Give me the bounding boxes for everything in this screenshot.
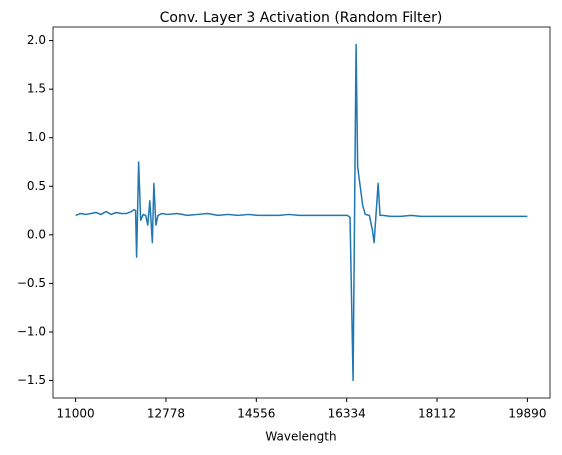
x-tick-label: 11000 (57, 407, 95, 421)
x-tick-label: 16334 (328, 407, 366, 421)
x-tick-label: 19890 (508, 407, 546, 421)
y-tick-label: 2.0 (27, 33, 46, 47)
data-line (75, 43, 528, 382)
y-tick-label: 0.5 (27, 179, 46, 193)
x-tick-label: 18112 (418, 407, 456, 421)
chart-title: Conv. Layer 3 Activation (Random Filter) (160, 10, 443, 26)
y-tick-label: 1.5 (27, 82, 46, 96)
x-axis-label: Wavelength (265, 430, 336, 444)
y-tick-label: 1.0 (27, 130, 46, 144)
y-tick-label: −1.0 (17, 324, 46, 338)
y-tick-label: −0.5 (17, 276, 46, 290)
x-tick-label: 14556 (237, 407, 275, 421)
x-tick-label: 12778 (147, 407, 185, 421)
y-tick-label: 0.0 (27, 227, 46, 241)
y-tick-label: −1.5 (17, 373, 46, 387)
axes-frame (52, 26, 551, 399)
